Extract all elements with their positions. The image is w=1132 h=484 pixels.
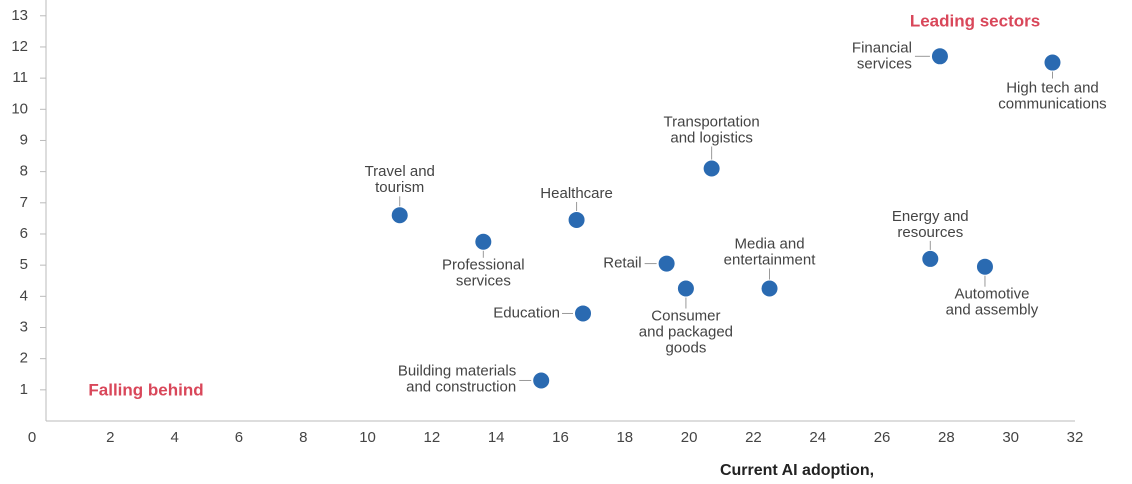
x-tick-label: 12 xyxy=(424,429,441,446)
x-tick-label: 6 xyxy=(235,429,243,446)
x-tick-label: 24 xyxy=(809,429,826,446)
x-tick-label: 16 xyxy=(552,429,569,446)
y-tick-label: 9 xyxy=(20,131,28,148)
y-tick-label: 6 xyxy=(20,225,28,242)
point-label: and packaged xyxy=(639,323,733,340)
y-tick-label: 10 xyxy=(11,100,28,117)
y-tick-label: 2 xyxy=(20,350,28,367)
x-tick-label: 0 xyxy=(28,429,36,446)
point-label: Consumer xyxy=(651,307,720,324)
point-label: tourism xyxy=(375,179,424,196)
point xyxy=(391,207,408,224)
point-label: Retail xyxy=(603,255,641,272)
x-tick-label: 10 xyxy=(359,429,376,446)
x-tick-label: 4 xyxy=(170,429,178,446)
x-tick-label: 26 xyxy=(874,429,891,446)
point-label: Automotive xyxy=(954,286,1029,303)
y-tick-label: 12 xyxy=(11,38,28,55)
x-axis-label: Current AI adoption, xyxy=(720,462,874,479)
point xyxy=(922,250,939,267)
point-label: resources xyxy=(897,224,963,241)
x-tick-label: 2 xyxy=(106,429,114,446)
point-label: services xyxy=(857,55,912,72)
point xyxy=(475,233,492,250)
y-tick-label: 13 xyxy=(11,7,28,24)
point-label: goods xyxy=(665,339,706,356)
point xyxy=(568,211,585,228)
point xyxy=(533,372,550,389)
point-label: Education xyxy=(493,304,560,321)
point-label: Energy and xyxy=(892,208,969,225)
point-label: and construction xyxy=(406,378,516,395)
x-tick-label: 22 xyxy=(745,429,762,446)
x-tick-label: 30 xyxy=(1002,429,1019,446)
point xyxy=(677,280,694,297)
point xyxy=(703,160,720,177)
y-tick-label: 8 xyxy=(20,163,28,180)
point xyxy=(1044,54,1061,71)
point-label: communications xyxy=(998,96,1106,113)
point-label: Building materials xyxy=(398,362,516,379)
point xyxy=(575,305,592,322)
point xyxy=(658,255,675,272)
point xyxy=(931,48,948,65)
x-tick-label: 18 xyxy=(616,429,633,446)
y-tick-label: 11 xyxy=(12,69,28,86)
annotation: Falling behind xyxy=(88,380,203,399)
point xyxy=(761,280,778,297)
y-tick-label: 4 xyxy=(20,287,28,304)
y-tick-label: 3 xyxy=(20,318,28,335)
point-label: Transportation xyxy=(664,113,760,130)
x-tick-label: 20 xyxy=(681,429,698,446)
y-tick-label: 1 xyxy=(20,381,28,398)
point-label: Professional xyxy=(442,257,525,274)
x-tick-label: 32 xyxy=(1067,429,1084,446)
y-tick-label: 7 xyxy=(20,194,28,211)
point-label: Healthcare xyxy=(540,185,613,202)
x-tick-label: 28 xyxy=(938,429,955,446)
x-tick-label: 14 xyxy=(488,429,505,446)
point-label: High tech and xyxy=(1006,80,1099,97)
y-tick-label: 5 xyxy=(20,256,28,273)
point-label: and logistics xyxy=(670,129,753,146)
point-label: Travel and xyxy=(365,163,435,180)
point-label: services xyxy=(456,273,511,290)
annotation: Leading sectors xyxy=(910,11,1040,30)
point xyxy=(976,258,993,275)
point-label: Media and xyxy=(734,235,804,252)
point-label: Financial xyxy=(852,39,912,56)
point-label: and assembly xyxy=(946,302,1039,319)
x-tick-label: 8 xyxy=(299,429,307,446)
point-label: entertainment xyxy=(724,251,817,268)
